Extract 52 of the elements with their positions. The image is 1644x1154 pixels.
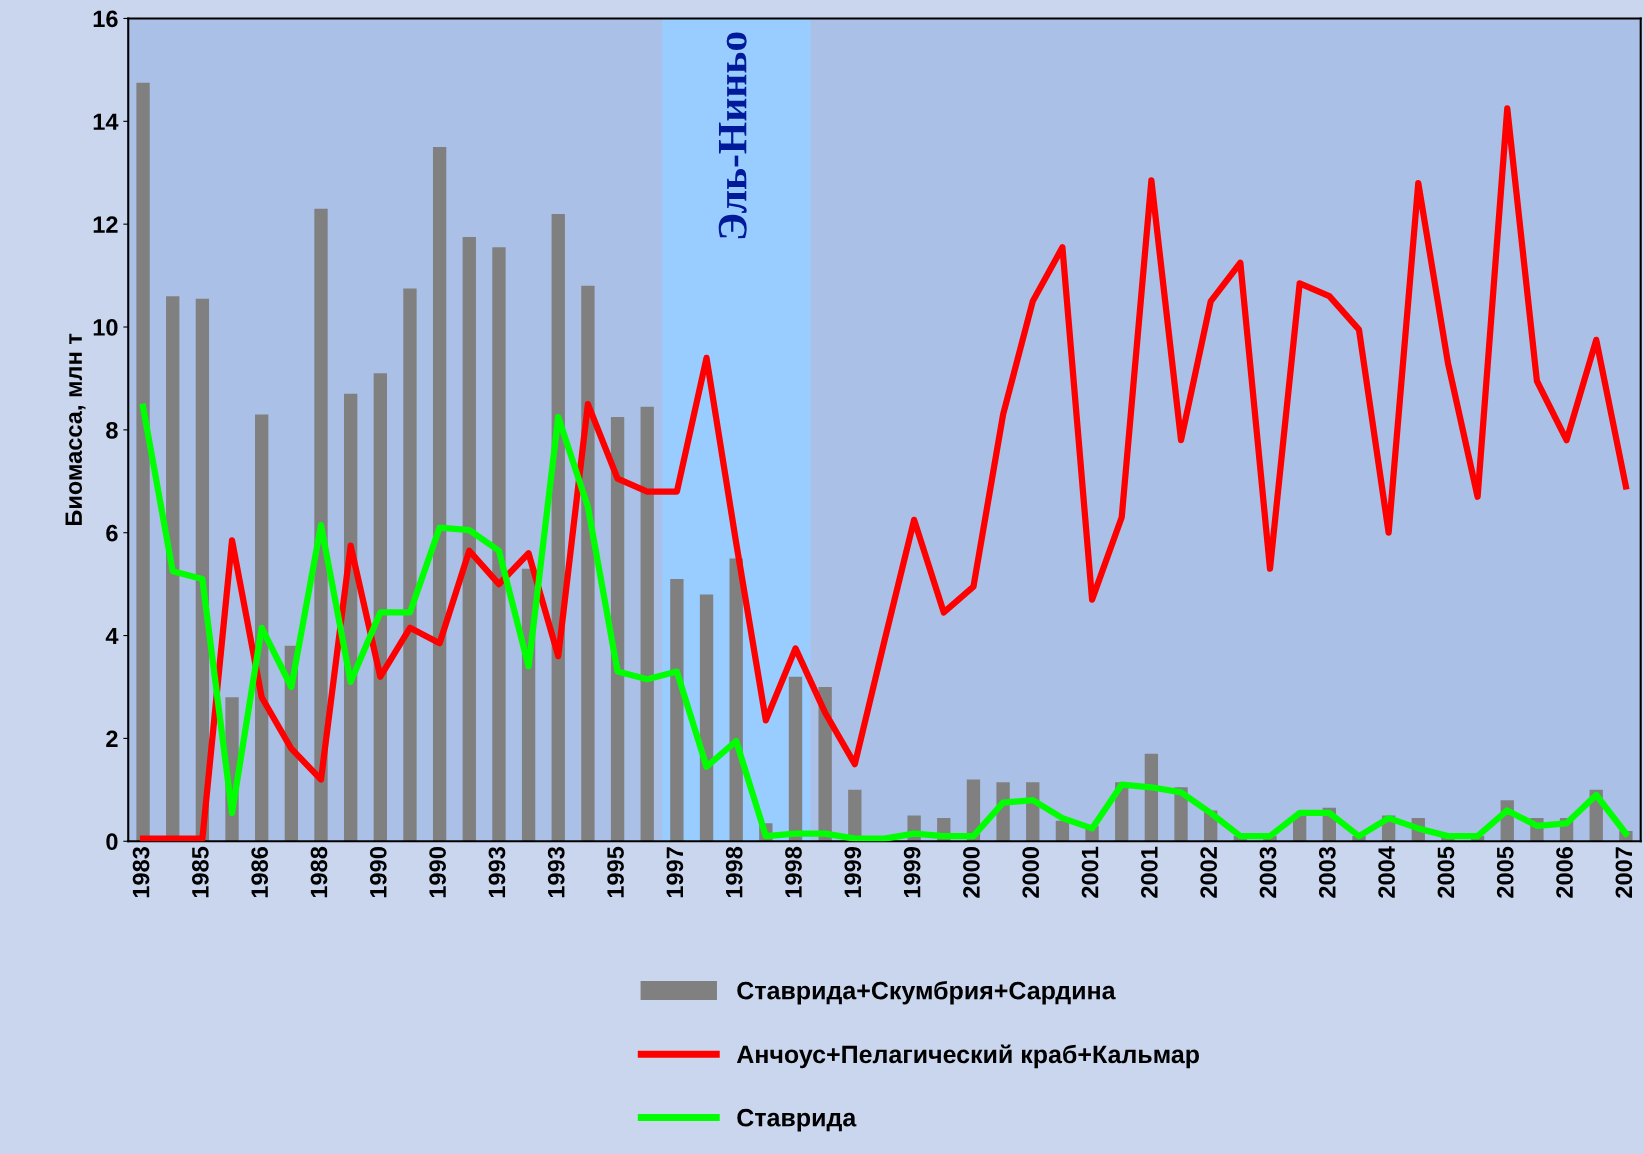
y-tick-label: 8	[106, 421, 118, 439]
x-tick-label: 2004	[1378, 846, 1395, 898]
legend-label: Ставрида	[737, 1108, 857, 1132]
annotation: Эль-Ниньо	[718, 32, 747, 239]
x-tick-label: 1999	[903, 847, 921, 898]
bar	[314, 208, 328, 842]
y-tick-label: 16	[93, 10, 118, 28]
x-tick-label: 2005	[1437, 846, 1455, 898]
x-tick-label: 2001	[1141, 846, 1158, 898]
bar	[610, 417, 625, 842]
x-tick-label: 1998	[725, 846, 743, 898]
x-tick-label: 1993	[547, 846, 565, 898]
x-tick-label: 2003	[1318, 846, 1336, 898]
y-tick-label: 6	[106, 524, 118, 542]
y-tick-label: 10	[93, 319, 118, 336]
legend-label: Анчоус+Пелагический краб+Кальмар	[736, 1044, 1200, 1069]
x-tick-label: 2007	[1615, 847, 1633, 898]
x-tick-label: 1990	[429, 847, 446, 898]
x-tick-label: 1997	[666, 847, 684, 898]
bar	[136, 82, 150, 842]
y-tick-label: 14	[93, 113, 119, 130]
y-tick-label: 2	[106, 730, 118, 747]
bar	[492, 247, 506, 842]
bar	[432, 147, 447, 842]
x-tick-label: 1986	[251, 846, 269, 898]
bar	[670, 579, 684, 842]
x-tick-label: 1990	[369, 847, 387, 898]
y-tick-label: 0	[106, 833, 118, 851]
legend-label: Ставрида+Скумбрия+Сардина	[737, 980, 1116, 1005]
x-tick-label: 2000	[1022, 847, 1040, 898]
bar	[373, 373, 387, 842]
bar	[699, 594, 714, 842]
x-tick-label: 1995	[607, 846, 624, 898]
x-tick-label: 2002	[1200, 847, 1218, 898]
y-tick-label: 12	[93, 216, 118, 233]
x-tick-label: 1985	[191, 846, 209, 898]
y-axis-title: Биомасса, млн т	[65, 333, 86, 526]
x-tick-label: 2001	[1081, 846, 1099, 898]
x-tick-label: 2006	[1556, 846, 1573, 898]
bar	[640, 406, 654, 842]
bar	[462, 237, 476, 842]
x-tick-label: 1993	[488, 846, 506, 898]
x-tick-label: 1998	[785, 846, 802, 898]
x-tick-label: 1988	[310, 846, 328, 898]
y-tick-label: 4	[105, 627, 119, 645]
bar	[403, 288, 417, 842]
x-tick-label: 2003	[1259, 846, 1277, 898]
bar	[788, 676, 803, 842]
x-tick-label: 1999	[844, 847, 862, 898]
x-tick-label: 2005	[1496, 846, 1514, 898]
x-tick-label: 1983	[132, 846, 150, 898]
x-tick-label: 2000	[963, 847, 980, 898]
